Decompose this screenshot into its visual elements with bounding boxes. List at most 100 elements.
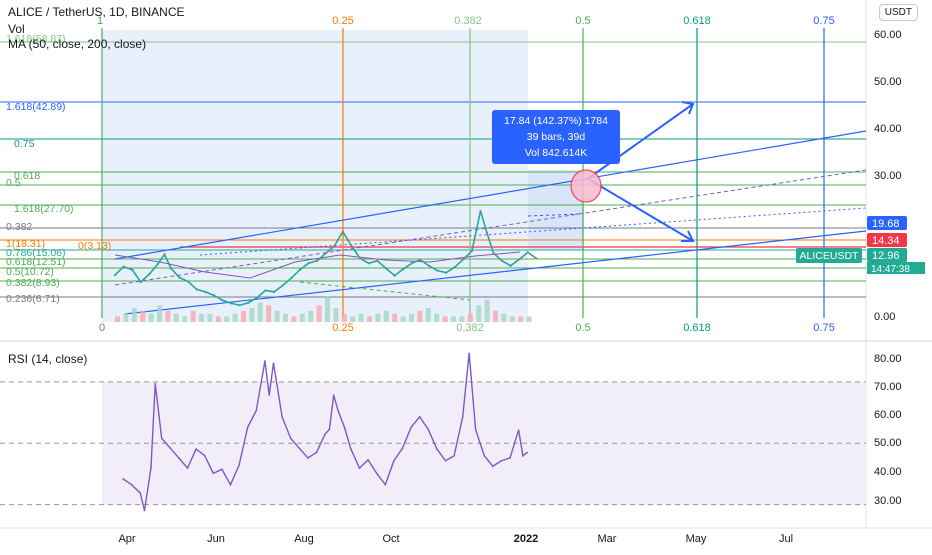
fib-retracement-label: 0.236(6.71) <box>6 293 60 305</box>
volume-bar <box>341 313 347 322</box>
volume-bar <box>501 313 507 322</box>
price-point <box>462 258 465 261</box>
rsi-point <box>160 437 163 440</box>
rsi-point <box>150 467 152 469</box>
ma-indicator-label[interactable]: MA (50, close, 200, close) <box>8 37 147 51</box>
fib-retracement-label: 1.618(27.70) <box>14 203 74 215</box>
rsi-point <box>500 459 503 462</box>
rsi-point <box>444 459 447 462</box>
time-axis-label: Oct <box>382 533 399 545</box>
price-point <box>316 259 319 262</box>
rsi-point <box>203 454 206 457</box>
rsi-tick-label: 70.00 <box>874 381 902 393</box>
rsi-point <box>154 382 157 385</box>
price-point <box>324 252 327 255</box>
volume-bar <box>308 310 314 322</box>
measure-arrow <box>527 213 581 217</box>
fib-retracement-label: 0.382(8.93) <box>6 277 60 289</box>
price-point <box>195 288 198 291</box>
volume-bar <box>417 310 423 322</box>
rsi-point <box>298 447 301 449</box>
volume-bar <box>148 313 154 322</box>
volume-bar <box>425 308 431 322</box>
price-badge <box>867 233 907 247</box>
price-point <box>350 244 353 248</box>
rsi-point <box>343 426 346 429</box>
fib-retracement-label: 0.618(12.51) <box>6 256 66 268</box>
fib-retracement-label: 1(18.31) <box>6 238 45 250</box>
volume-bar <box>140 310 146 322</box>
price-tick-label: 40.00 <box>874 123 902 135</box>
volume-bar <box>249 308 255 322</box>
price-point <box>479 209 482 213</box>
rsi-point <box>526 451 528 454</box>
price-badge-label: 12.96 <box>872 250 900 262</box>
price-point <box>131 268 134 271</box>
price-point <box>410 262 413 265</box>
rsi-point <box>401 447 404 449</box>
volume-bar <box>392 313 398 322</box>
rsi-indicator-label[interactable]: RSI (14, close) <box>8 352 88 366</box>
volume-bar <box>383 310 389 322</box>
time-axis-label: 2022 <box>514 533 538 545</box>
rsi-point <box>178 457 180 459</box>
price-point <box>204 290 207 293</box>
price-point <box>419 258 422 261</box>
rsi-point <box>410 426 412 429</box>
rsi-point <box>492 465 494 468</box>
fib-time-label-bottom: 0.618 <box>683 322 711 334</box>
price-point <box>470 249 473 253</box>
rsi-point <box>143 509 146 512</box>
rsi-point <box>238 464 240 466</box>
rsi-point <box>324 433 326 435</box>
rsi-point <box>328 428 331 431</box>
volume-bar <box>157 305 162 322</box>
rsi-point <box>255 409 258 412</box>
volume-bar <box>123 313 129 322</box>
volume-bar <box>350 316 356 322</box>
price-point <box>445 271 448 274</box>
volume-bar <box>493 310 498 322</box>
price-point <box>169 267 172 270</box>
fib-time-zone-shade <box>102 30 528 322</box>
volume-bar <box>291 316 297 322</box>
price-tick-label: 50.00 <box>874 76 902 88</box>
volume-bar <box>299 313 305 322</box>
rsi-tick-label: 50.00 <box>874 437 902 449</box>
ma-50-line <box>114 251 521 279</box>
rsi-point <box>289 437 292 440</box>
price-point <box>359 257 362 260</box>
rsi-tick-label: 30.00 <box>874 495 902 507</box>
price-point <box>453 266 456 269</box>
dashed-trend-line <box>114 169 867 286</box>
fib-time-label-top: 0.25 <box>332 15 353 27</box>
price-point <box>264 289 267 292</box>
rsi-point <box>474 428 477 431</box>
volume-bar <box>165 310 171 322</box>
rsi-point <box>212 472 215 475</box>
volume-bar <box>207 313 213 322</box>
volume-bar <box>400 316 406 322</box>
volume-indicator-label[interactable]: Vol <box>8 22 25 36</box>
fib-time-label-top: 0.618 <box>683 15 711 27</box>
price-point <box>526 251 529 254</box>
volume-bar <box>325 296 330 322</box>
currency-button[interactable]: USDT <box>878 4 918 21</box>
time-axis-label: Jul <box>779 533 793 545</box>
volume-bar <box>518 316 524 322</box>
rsi-line <box>122 353 528 511</box>
fib-time-label-bottom: 0.25 <box>332 322 353 334</box>
price-point <box>341 230 344 233</box>
fib-retracement-label: 0.25 <box>0 0 21 3</box>
symbol-title[interactable]: ALICE / TetherUS, 1D, BINANCE <box>8 5 185 19</box>
time-axis-label: Apr <box>118 533 135 545</box>
fib-retracement-label: 0.5 <box>6 177 21 189</box>
time-axis-label: Aug <box>294 533 314 545</box>
dashed-support-line <box>299 281 471 301</box>
volume-bar <box>173 313 179 322</box>
volume-bar <box>358 313 364 322</box>
rsi-point <box>483 454 486 457</box>
rsi-point <box>436 448 438 450</box>
price-tick-label: 60.00 <box>874 29 902 41</box>
